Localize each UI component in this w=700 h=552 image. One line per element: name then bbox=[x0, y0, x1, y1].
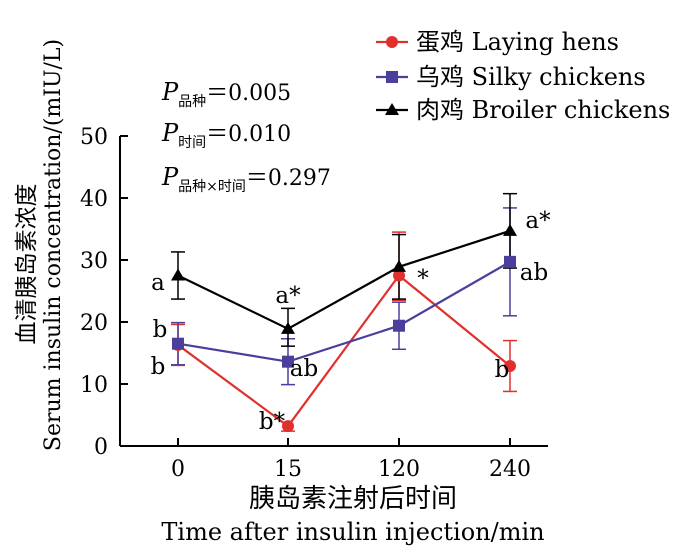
legend-marker bbox=[386, 36, 398, 48]
y-tick-label: 0 bbox=[94, 435, 108, 460]
significance-label: a bbox=[151, 270, 165, 296]
series-line bbox=[177, 229, 511, 331]
legend-marker bbox=[385, 103, 399, 115]
x-tick-label: 240 bbox=[489, 457, 531, 482]
series-lines bbox=[177, 229, 511, 428]
significance-label: * bbox=[417, 266, 429, 292]
legend-label: 蛋鸡 Laying hens bbox=[416, 28, 619, 56]
y-tick-label: 10 bbox=[80, 373, 108, 398]
p-value-line: P品种＝0.005 bbox=[161, 78, 291, 110]
data-point bbox=[172, 337, 184, 350]
p-value: ＝0.010 bbox=[206, 122, 291, 147]
series-line bbox=[177, 273, 511, 428]
data-point bbox=[281, 321, 295, 334]
data-point bbox=[282, 420, 294, 433]
significance-label: b* bbox=[259, 409, 286, 435]
y-axis-label-en: Serum insulin concentration/(mIU/L) bbox=[41, 39, 66, 451]
x-tick-label: 120 bbox=[378, 457, 420, 482]
data-point bbox=[504, 255, 516, 268]
y-tick-label: 50 bbox=[80, 125, 108, 150]
significance-label: b bbox=[151, 354, 166, 380]
data-point bbox=[393, 319, 405, 332]
x-tick-label: 0 bbox=[171, 457, 185, 482]
x-tick-label: 15 bbox=[274, 457, 302, 482]
p-symbol: P bbox=[161, 119, 179, 147]
significance-label: ab bbox=[290, 356, 318, 382]
p-value: ＝0.297 bbox=[246, 166, 331, 191]
y-tick-label: 20 bbox=[80, 311, 108, 336]
data-point bbox=[393, 269, 405, 282]
significance-label: b bbox=[153, 317, 168, 343]
legend: 蛋鸡 Laying hens 乌鸡 Silky chickens 肉鸡 Broile… bbox=[376, 28, 670, 124]
p-symbol: P bbox=[161, 163, 179, 191]
data-markers bbox=[171, 223, 517, 433]
p-value: ＝0.005 bbox=[206, 81, 291, 106]
y-tick-label: 30 bbox=[80, 249, 108, 274]
tick-marks: 0 10 20 30 40 50 0 15 120 240 bbox=[80, 125, 531, 482]
legend-label: 肉鸡 Broiler chickens bbox=[416, 96, 670, 124]
significance-label: ab bbox=[520, 260, 548, 286]
axes bbox=[119, 136, 548, 447]
data-point bbox=[503, 223, 517, 236]
significance-label: a* bbox=[275, 283, 301, 309]
legend-label: 乌鸡 Silky chickens bbox=[416, 63, 646, 91]
data-point bbox=[392, 259, 406, 272]
x-axis-label-en: Time after insulin injection/min bbox=[161, 518, 544, 546]
x-axis-label-cn: 胰岛素注射后时间 bbox=[249, 484, 457, 514]
y-tick-label: 40 bbox=[80, 187, 108, 212]
p-subscript: 品种×时间 bbox=[178, 179, 246, 195]
legend-marker bbox=[386, 71, 398, 83]
significance-label: a* bbox=[525, 208, 551, 234]
y-axis-label-cn: 血清胰岛素浓度 bbox=[14, 184, 40, 345]
p-value-line: P品种×时间＝0.297 bbox=[161, 163, 331, 195]
p-subscript: 品种 bbox=[178, 94, 206, 110]
series-line bbox=[177, 260, 511, 363]
significance-label: b bbox=[495, 357, 510, 383]
p-symbol: P bbox=[161, 78, 179, 106]
error-bars bbox=[171, 192, 517, 432]
data-point bbox=[282, 355, 294, 368]
p-value-line: P时间＝0.010 bbox=[161, 119, 291, 151]
p-subscript: 时间 bbox=[178, 135, 206, 151]
data-point bbox=[171, 268, 185, 281]
data-point bbox=[504, 360, 516, 373]
